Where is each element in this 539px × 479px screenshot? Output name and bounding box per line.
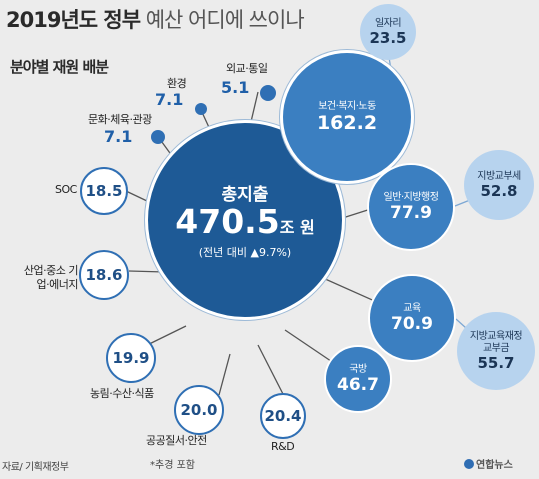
agri-value: 19.9 [112, 348, 150, 367]
diplomacy-value: 5.1 [221, 78, 250, 97]
title-rest: 예산 어디에 쓰이나 [145, 8, 305, 32]
admin-label: 일반·지방행정 [383, 191, 439, 203]
defense-label: 국방 [349, 363, 367, 375]
agri-label: 농림·수산·식품 [90, 387, 154, 400]
title-main: 2019년도 정부 [6, 8, 141, 32]
education-label: 교육 [403, 302, 421, 314]
safety-label: 공공질서·안전 [146, 434, 207, 447]
defense-value: 46.7 [337, 374, 379, 395]
total-label: 총지출 [221, 185, 269, 206]
soc-value: 18.5 [85, 181, 123, 200]
edu-grant-label: 지방교육재정 교부금 [469, 330, 523, 354]
jobs-circle: 일자리 23.5 [360, 4, 416, 60]
defense-circle: 국방 46.7 [324, 345, 392, 413]
marker-environment [195, 103, 207, 115]
culture-value: 7.1 [104, 127, 133, 146]
marker-diplomacy [260, 85, 276, 101]
diplomacy-label: 외교·통일 [226, 62, 268, 75]
logo-text: 연합뉴스 [476, 460, 513, 471]
safety-circle: 20.0 [174, 385, 224, 435]
education-value: 70.9 [391, 313, 433, 334]
admin-circle: 일반·지방행정 77.9 [367, 163, 455, 251]
rnd-value: 20.4 [264, 406, 302, 425]
soc-label: SOC [55, 183, 77, 196]
industry-label: 산업·중소 기업·에너지 [23, 264, 79, 292]
environment-label: 환경 [167, 77, 187, 90]
local-tax-label: 지방교부세 [477, 170, 521, 182]
total-circle: 총지출 470.5조 원 (전년 대비 ▲9.7%) [145, 120, 345, 320]
rnd-circle: 20.4 [260, 393, 306, 439]
total-value: 470.5 [175, 202, 280, 242]
page-subtitle: 분야별 재원 배분 [10, 58, 109, 76]
jobs-value: 23.5 [369, 28, 407, 47]
local-tax-value: 52.8 [480, 181, 518, 200]
local-tax-circle: 지방교부세 52.8 [464, 150, 534, 220]
total-unit: 조 원 [279, 218, 315, 238]
industry-circle: 18.6 [79, 250, 129, 300]
soc-circle: 18.5 [80, 167, 128, 215]
welfare-circle: 보건·복지·노동 162.2 [280, 50, 414, 184]
agri-circle: 19.9 [106, 333, 156, 383]
page-title: 2019년도 정부 예산 어디에 쓰이나 [6, 4, 305, 34]
safety-value: 20.0 [180, 400, 218, 419]
environment-value: 7.1 [155, 90, 184, 109]
footnote: *추경 포함 [150, 460, 195, 471]
edu-grant-circle: 지방교육재정 교부금 55.7 [457, 312, 535, 390]
welfare-value: 162.2 [316, 111, 378, 134]
total-change: (전년 대비 ▲9.7%) [198, 245, 292, 259]
jobs-label: 일자리 [374, 17, 402, 29]
education-circle: 교육 70.9 [368, 274, 456, 362]
connector-safety [218, 353, 231, 396]
industry-value: 18.6 [85, 265, 123, 284]
logo-icon [464, 459, 474, 469]
welfare-label: 보건·복지·노동 [318, 100, 376, 112]
culture-label: 문화·체육·관광 [88, 113, 152, 126]
admin-value: 77.9 [390, 202, 432, 223]
edu-grant-value: 55.7 [477, 353, 515, 372]
total-amount: 470.5조 원 [175, 202, 315, 242]
agency-logo: 연합뉴스 [464, 456, 513, 471]
marker-culture [151, 130, 165, 144]
rnd-label: R&D [271, 440, 295, 453]
source-credit: 자료/ 기획재정부 [2, 462, 69, 473]
connector-rnd [257, 344, 285, 397]
